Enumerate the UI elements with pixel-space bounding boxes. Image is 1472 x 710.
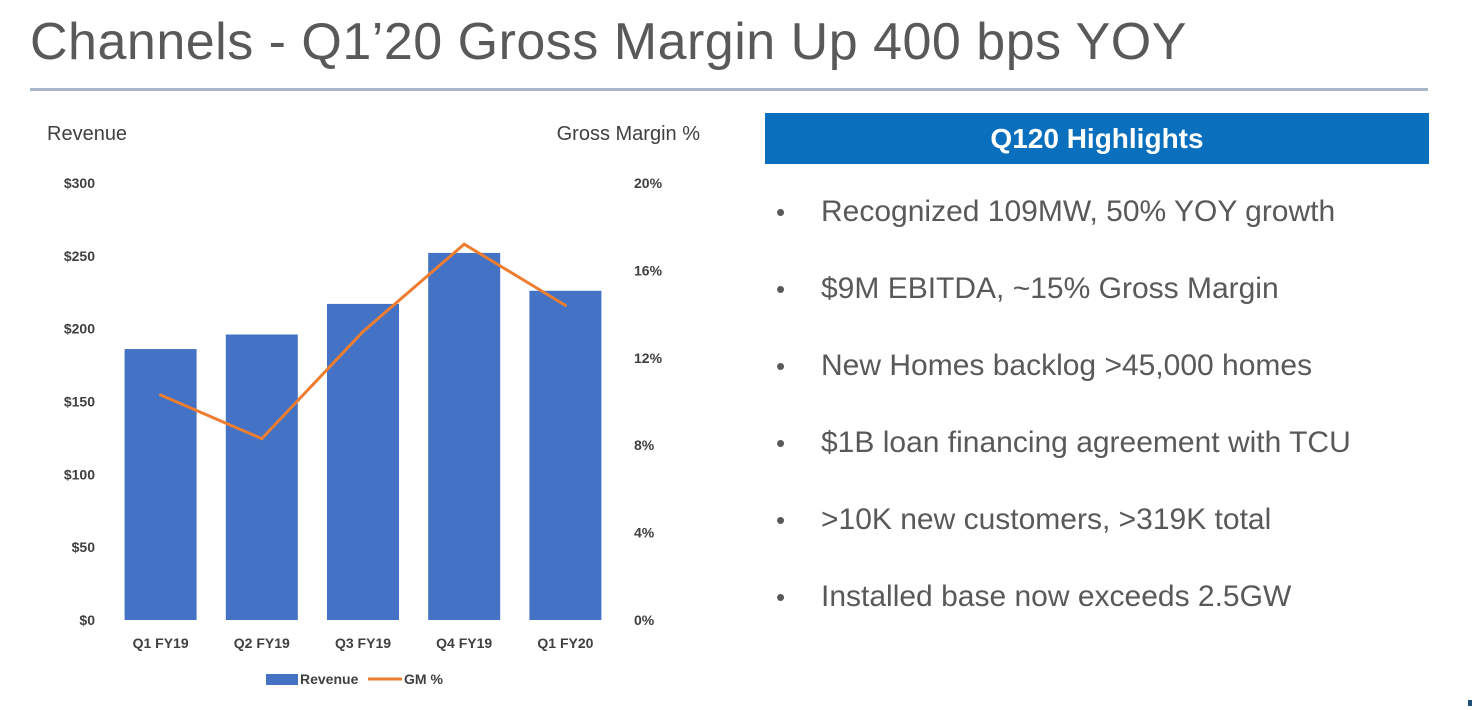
gm-point [260, 437, 264, 441]
highlight-item: • Installed base now exceeds 2.5GW [776, 575, 1351, 652]
revenue-bar [327, 303, 399, 620]
revenue-bar [428, 252, 501, 621]
right-tick-label: 0% [634, 612, 655, 628]
slide-title: Channels - Q1’20 Gross Margin Up 400 bps… [30, 13, 1187, 71]
category-label: Q1 FY19 [133, 635, 189, 651]
highlight-item: • $1B loan financing agreement with TCU [776, 421, 1351, 498]
title-divider [30, 88, 1428, 91]
highlight-text: Installed base now exceeds 2.5GW [821, 580, 1292, 613]
left-tick-label: $100 [64, 466, 95, 482]
gm-point [361, 330, 365, 334]
chart-legend: Revenue GM % [266, 671, 443, 687]
bullet-icon: • [776, 197, 786, 227]
right-tick-label: 4% [634, 525, 655, 541]
highlight-item: • $9M EBITDA, ~15% Gross Margin [776, 267, 1351, 344]
right-axis-title: Gross Margin % [557, 123, 701, 145]
legend-revenue-label: Revenue [300, 671, 359, 687]
left-tick-label: $0 [79, 612, 95, 628]
bullet-icon: • [776, 428, 786, 458]
legend-revenue-swatch [266, 674, 298, 685]
category-label: Q3 FY19 [335, 635, 391, 651]
revenue-gm-chart: Revenue Gross Margin % $0 $50 $100 $150 $200… [47, 123, 701, 687]
right-axis-ticks: 0% 4% 8% 12% 16% 20% [634, 175, 663, 628]
highlight-item: • Recognized 109MW, 50% YOY growth [776, 190, 1351, 267]
revenue-bar [225, 334, 298, 620]
left-tick-label: $150 [64, 394, 95, 410]
bullet-icon: • [776, 582, 786, 612]
bullet-icon: • [776, 351, 786, 381]
highlight-item: • >10K new customers, >319K total [776, 498, 1351, 575]
category-label: Q4 FY19 [436, 635, 492, 651]
left-tick-label: $50 [72, 539, 96, 555]
corner-mark [1468, 700, 1472, 706]
highlights-list: • Recognized 109MW, 50% YOY growth • $9M… [776, 190, 1351, 652]
bullet-icon: • [776, 274, 786, 304]
highlight-text: Recognized 109MW, 50% YOY growth [821, 195, 1336, 228]
right-tick-label: 12% [634, 350, 663, 366]
gm-point [563, 303, 567, 307]
left-tick-label: $300 [64, 175, 95, 191]
category-label: Q1 FY20 [537, 635, 593, 651]
gm-point [462, 242, 466, 246]
highlight-text: $1B loan financing agreement with TCU [821, 426, 1351, 459]
left-axis-title: Revenue [47, 123, 127, 145]
legend-gm-label: GM % [404, 671, 443, 687]
highlights-header-text: Q120 Highlights [990, 122, 1204, 154]
highlight-text: >10K new customers, >319K total [821, 503, 1272, 536]
right-tick-label: 20% [634, 175, 663, 191]
left-tick-label: $250 [64, 248, 95, 264]
highlight-text: $9M EBITDA, ~15% Gross Margin [821, 272, 1279, 305]
category-label: Q2 FY19 [234, 635, 290, 651]
highlights-header: Q120 Highlights [765, 113, 1429, 164]
left-tick-label: $200 [64, 321, 95, 337]
highlight-item: • New Homes backlog >45,000 homes [776, 344, 1351, 421]
bullet-icon: • [776, 505, 786, 535]
highlight-text: New Homes backlog >45,000 homes [821, 349, 1313, 382]
left-axis-ticks: $0 $50 $100 $150 $200 $250 $300 [64, 175, 95, 628]
revenue-bar [124, 349, 197, 620]
gm-line-series [159, 242, 567, 441]
revenue-bar [529, 290, 602, 620]
category-labels: Q1 FY19 Q2 FY19 Q3 FY19 Q4 FY19 Q1 FY20 [133, 635, 594, 651]
right-tick-label: 8% [634, 437, 655, 453]
right-tick-label: 16% [634, 262, 663, 278]
gm-point [159, 393, 163, 397]
revenue-bars [124, 252, 602, 621]
